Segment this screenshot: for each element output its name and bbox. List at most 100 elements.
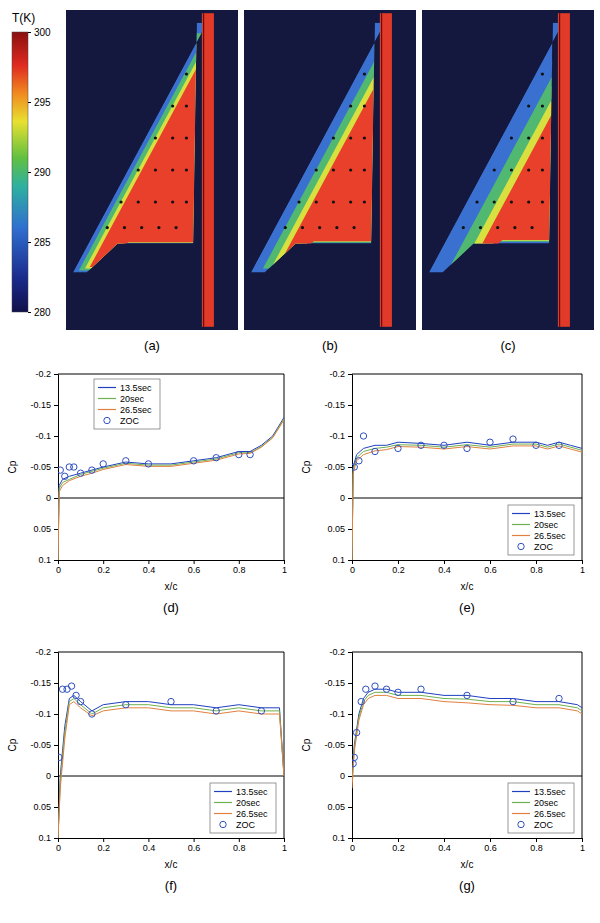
data-point	[383, 686, 389, 692]
pressure-tap	[363, 136, 366, 139]
data-line	[58, 417, 284, 560]
tick-mark	[284, 838, 285, 842]
pressure-tap	[284, 226, 287, 229]
y-axis: 0.10.050-0.05-0.1-0.15-0.2	[324, 647, 352, 843]
image-background	[66, 10, 238, 330]
x-axis-title: x/c	[461, 581, 474, 592]
tick-label: 0.4	[438, 565, 451, 575]
tick-label: -0.2	[35, 647, 51, 657]
tick: 0	[56, 838, 61, 853]
tick: 1	[580, 838, 585, 853]
tick-label: 300	[34, 27, 51, 38]
pressure-tap	[527, 104, 530, 107]
tick-label: 0	[46, 771, 51, 781]
tick-label: 0.8	[233, 843, 246, 853]
tick-label: -0.1	[329, 709, 345, 719]
tick-label: 1	[580, 565, 585, 575]
tick: 0	[46, 771, 58, 781]
tick-mark	[54, 529, 58, 530]
tick-label: -0.2	[329, 647, 345, 657]
y-axis: 0.10.050-0.05-0.1-0.15-0.2	[324, 369, 352, 565]
data-line	[352, 442, 582, 560]
panel-label: (a)	[144, 338, 160, 353]
y-axis-title: Cp	[301, 460, 312, 473]
tick-label: 290	[34, 167, 51, 178]
tick-mark	[148, 838, 149, 842]
data-point	[418, 442, 424, 448]
tick: 0	[340, 493, 352, 503]
legend-label: 26.5sec	[120, 405, 152, 415]
tick-mark	[239, 560, 240, 564]
plot-area	[352, 433, 582, 560]
plot-frame	[58, 652, 284, 838]
data-point	[510, 436, 516, 442]
pressure-tap	[349, 200, 352, 203]
tick-mark	[348, 529, 352, 530]
wing	[429, 23, 563, 273]
legend-label: 26.5sec	[534, 809, 566, 819]
tick-mark	[54, 807, 58, 808]
data-point	[258, 708, 264, 714]
data-point	[441, 442, 447, 448]
data-point	[236, 451, 242, 457]
tick-label: 295	[34, 97, 51, 108]
legend-box	[94, 379, 160, 429]
plot-area	[352, 683, 582, 789]
tick-mark	[54, 498, 58, 499]
pressure-tap	[462, 226, 465, 229]
temperature-band	[451, 61, 561, 266]
pressure-tap	[154, 136, 157, 139]
tick: -0.15	[324, 400, 352, 410]
data-point	[395, 445, 401, 451]
tick: -0.2	[329, 369, 352, 379]
pressure-tap	[185, 136, 188, 139]
data-point	[464, 692, 470, 698]
pressure-tap	[315, 200, 318, 203]
tick-mark	[54, 467, 58, 468]
tick-mark	[54, 745, 58, 746]
body-edge	[381, 13, 382, 327]
tick-mark	[103, 838, 104, 842]
tick-mark	[348, 405, 352, 406]
pressure-tap	[119, 200, 122, 203]
pressure-tap	[297, 200, 300, 203]
tick-label: 280	[34, 307, 51, 318]
data-point	[190, 458, 196, 464]
data-point	[71, 464, 77, 470]
x-axis-title: x/c	[461, 859, 474, 870]
tick-mark	[348, 776, 352, 777]
tick: 0.05	[327, 524, 352, 534]
thermal-image	[422, 10, 594, 330]
body-strip	[558, 13, 570, 327]
data-point	[213, 708, 219, 714]
tick-label: 0.2	[392, 843, 405, 853]
tick: -0.1	[329, 709, 352, 719]
tick-mark	[444, 838, 445, 842]
data-line	[352, 695, 582, 788]
axis-line	[353, 839, 583, 843]
tick-label: -0.05	[30, 740, 51, 750]
image-background	[422, 10, 594, 330]
pressure-tap	[475, 200, 478, 203]
figure: 280285290295300T(K)(a)(b)(c)00.20.40.60.…	[0, 0, 600, 923]
tick: 0.2	[97, 560, 110, 575]
tick-label: 0.2	[97, 843, 110, 853]
tick-mark	[536, 838, 537, 842]
data-point	[372, 683, 378, 689]
x-axis-title: x/c	[165, 581, 178, 592]
axis-line	[348, 653, 353, 839]
pressure-tap	[185, 200, 188, 203]
tick-label: 0.8	[530, 565, 543, 575]
data-point	[363, 686, 369, 692]
tick-mark	[54, 436, 58, 437]
pressure-tap	[332, 168, 335, 171]
x-axis: 00.20.40.60.81	[56, 838, 287, 853]
pressure-tap	[332, 200, 335, 203]
tick: 0.6	[484, 560, 497, 575]
tick-label: -0.1	[329, 431, 345, 441]
temperature-band	[73, 23, 207, 273]
data-point	[145, 461, 151, 467]
data-point	[464, 445, 470, 451]
pressure-tap	[185, 104, 188, 107]
pressure-tap	[527, 136, 530, 139]
